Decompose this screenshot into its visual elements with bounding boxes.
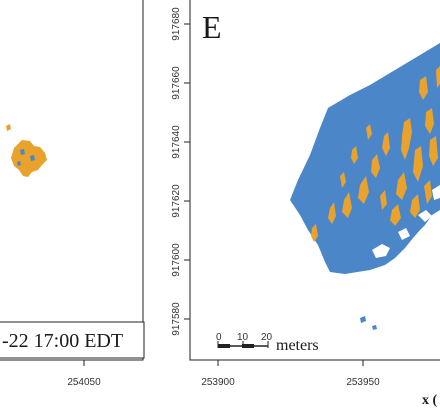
orange-patches (311, 66, 440, 242)
scale-bar: 0 10 20 meters (216, 332, 319, 354)
blue-region (290, 43, 440, 330)
left-map-panel: -22 17:00 EDT 254050 (0, 0, 145, 388)
y-axis: 917680 917660 917640 917620 917600 91758… (171, 7, 190, 336)
scale-unit-label: meters (276, 337, 319, 354)
x-tick-label: 253900 (201, 377, 235, 388)
y-tick-label: 917580 (171, 302, 182, 336)
x-tick-label: 253950 (346, 377, 380, 388)
left-panel-frame (0, 0, 144, 361)
scale-tick-20: 20 (261, 332, 273, 343)
timestamp-box (0, 321, 145, 359)
timestamp-label: -22 17:00 EDT (2, 330, 123, 352)
left-orange-patch (6, 124, 47, 177)
right-map-panel: E (171, 0, 440, 408)
right-panel-frame (189, 0, 440, 361)
x-axis-label: x ( (422, 393, 438, 408)
left-x-tick-label: 254050 (67, 377, 101, 388)
region-gaps (372, 185, 440, 258)
y-tick-label: 917660 (171, 66, 182, 100)
y-tick-label: 917600 (171, 243, 182, 277)
x-axis: 253900 253950 x ( (201, 360, 438, 408)
y-tick-label: 917640 (171, 125, 182, 159)
y-tick-label: 917680 (171, 7, 182, 41)
scale-tick-10: 10 (237, 332, 249, 343)
panel-letter: E (202, 9, 222, 45)
scale-tick-0: 0 (216, 332, 222, 343)
y-tick-label: 917620 (171, 184, 182, 218)
